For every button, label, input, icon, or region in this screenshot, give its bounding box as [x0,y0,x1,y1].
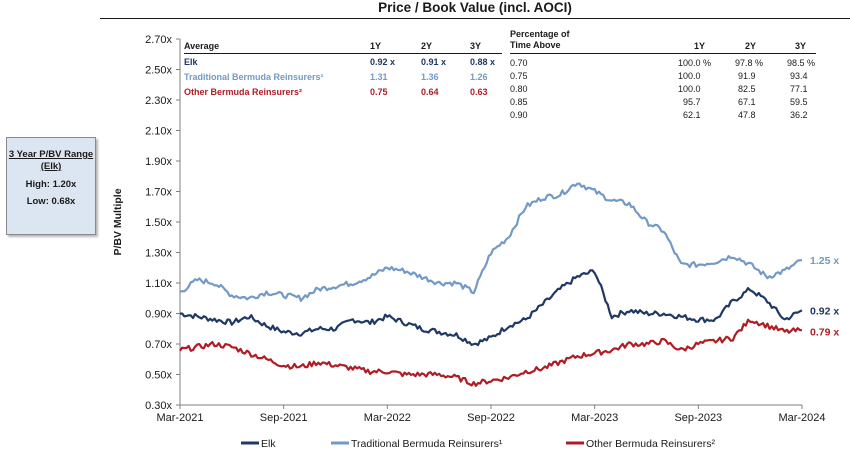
pct-row-080: 0.80 100.0 82.5 77.1 [510,84,830,95]
legend-label-elk: Elk [261,438,276,450]
range-box-low: Low: 0.68x [26,196,76,207]
avg-row-elk: Elk 0.92 x 0.91 x 0.88 x [184,57,504,69]
x-tick-label: Mar-2023 [571,412,618,424]
series-line-traditional-bermuda-reinsurers [179,182,803,302]
avg-traditional-1y: 1.31 [370,72,388,82]
pct-090-3y: 36.2 [790,110,808,120]
series-line-elk [180,269,803,347]
chart-legend: Elk Traditional Bermuda Reinsurers¹ Other … [241,438,715,450]
average-table: Average 1Y 2Y 3Y Elk 0.92 x 0.91 x 0.88 … [184,40,504,102]
avg-row-other: Other Bermuda Reinsurers² 0.75 0.64 0.63 [184,87,504,99]
avg-other-1y: 0.75 [370,87,388,97]
pct-header-line2: Time Above [510,40,561,50]
pct-080-1y: 100.0 [678,84,701,94]
y-tick-label: 2.10x [145,126,172,138]
pct-090-2y: 47.8 [738,110,756,120]
pct-070-1y: 100.0 % [678,58,712,68]
pct-075-1y: 100.0 [678,71,701,81]
avg-header-rule [184,53,502,54]
pct-075-3y: 93.4 [790,71,808,81]
pct-070-2y: 97.8 % [735,58,764,68]
avg-header-3y: 3Y [470,41,482,51]
y-tick-label: 1.10x [145,278,172,290]
avg-other-name: Other Bermuda Reinsurers² [184,87,303,97]
avg-elk-name: Elk [184,57,198,67]
y-tick-label: 0.30x [145,400,172,412]
end-label-traditional-bermuda-reinsurers: 1.25 x [810,255,839,267]
chart-series: 0.92 x 1.25 x 0.79 x [179,182,839,387]
avg-elk-2y: 0.91 x [421,57,447,67]
chart-title: Price / Book Value (incl. AOCI) [100,0,850,19]
y-tick-label: 1.90x [145,156,172,168]
pct-080-threshold: 0.80 [510,84,528,94]
pct-075-threshold: 0.75 [510,71,528,81]
y-axis-label: P/BV Multiple [112,188,124,255]
avg-elk-3y: 0.88 x [470,57,496,67]
y-tick-label: 1.50x [145,217,172,229]
avg-other-3y: 0.63 [470,87,488,97]
pct-row-075: 0.75 100.0 91.9 93.4 [510,71,830,82]
x-tick-label: Sep-2021 [260,412,308,424]
end-label-other-bermuda-reinsurers: 0.79 x [810,326,839,338]
range-box-high: High: 1.20x [25,179,77,190]
pct-080-3y: 77.1 [790,84,808,94]
avg-header-label: Average [184,41,220,51]
avg-elk-1y: 0.92 x [370,57,396,67]
y-tick-label: 2.50x [145,65,172,77]
pct-070-3y: 98.5 % [787,58,816,68]
pct-085-2y: 67.1 [738,97,756,107]
x-tick-label: Mar-2022 [364,412,411,424]
legend-label-traditional-bermuda-reinsurers: Traditional Bermuda Reinsurers¹ [351,438,503,450]
avg-other-2y: 0.64 [421,87,439,97]
avg-header-2y: 2Y [421,41,433,51]
y-tick-label: 1.70x [145,187,172,199]
y-tick-label: 1.30x [145,248,172,260]
avg-traditional-2y: 1.36 [421,72,439,82]
avg-row-traditional: Traditional Bermuda Reinsurers¹ 1.31 1.3… [184,72,504,84]
pct-header-3y: 3Y [795,41,807,51]
legend-label-other-bermuda-reinsurers: Other Bermuda Reinsurers² [586,438,715,450]
percentage-table: Percentage of Time Above 1Y 2Y 3Y 0.70 1… [510,29,830,125]
avg-traditional-name: Traditional Bermuda Reinsurers¹ [184,72,324,82]
x-tick-label: Sep-2023 [674,412,722,424]
pct-090-1y: 62.1 [683,110,701,120]
pct-085-1y: 95.7 [683,97,701,107]
series-line-other-bermuda-reinsurers [179,318,803,387]
y-tick-label: 2.70x [145,34,172,46]
pct-header-1y: 1Y [694,41,706,51]
y-tick-label: 0.50x [145,370,172,382]
pct-header-rule [510,53,816,54]
pct-header-line1: Percentage of [510,29,570,39]
x-tick-label: Sep-2022 [467,412,515,424]
pct-090-threshold: 0.90 [510,110,528,120]
pct-070-threshold: 0.70 [510,58,528,68]
avg-header-1y: 1Y [370,41,382,51]
pct-075-2y: 91.9 [738,71,756,81]
pct-header-2y: 2Y [745,41,757,51]
pct-row-070: 0.70 100.0 % 97.8 % 98.5 % [510,58,830,69]
chart-axes: 2.70x 2.50x 2.30x 2.10x 1.90x 1.70x 1.50x 1.30x… [112,34,826,424]
avg-traditional-3y: 1.26 [470,72,488,82]
end-label-elk: 0.92 x [810,305,839,317]
x-tick-label: Mar-2021 [156,412,203,424]
pct-085-threshold: 0.85 [510,97,528,107]
y-tick-label: 2.30x [145,95,172,107]
y-tick-label: 0.70x [145,339,172,351]
pct-080-2y: 82.5 [738,84,756,94]
pct-row-090: 0.90 62.1 47.8 36.2 [510,110,830,121]
pct-085-3y: 59.5 [790,97,808,107]
pct-row-085: 0.85 95.7 67.1 59.5 [510,97,830,108]
range-box: 3 Year P/BV Range (Elk) High: 1.20x Low:… [6,137,96,235]
y-tick-label: 0.90x [145,309,172,321]
x-tick-label: Mar-2024 [778,412,825,424]
range-box-title: 3 Year P/BV Range (Elk) [8,149,94,172]
